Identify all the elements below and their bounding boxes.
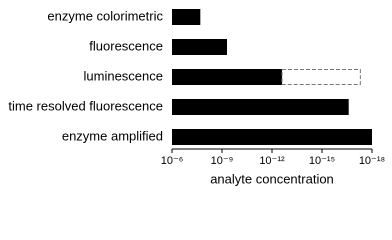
x-axis-label: analyte concentration [210, 171, 334, 186]
bar [172, 9, 201, 25]
chart: analyte concentration 10⁻⁶ 10⁻⁹ 10⁻¹² 10⁻¹⁵… [8, 8, 385, 186]
y-tick-label: enzyme amplified [62, 128, 163, 143]
x-tick-label: 10⁻¹⁸ [359, 155, 385, 167]
y-tick-label: enzyme colorimetric [47, 8, 163, 23]
x-tick-label: 10⁻⁶ [161, 155, 184, 167]
y-tick-label: fluorescence [89, 38, 163, 53]
y-tick-label: time resolved fluorescence [8, 98, 163, 113]
bar [172, 69, 283, 85]
bar [172, 39, 228, 55]
potential-bar [281, 69, 361, 85]
y-tick-label: luminescence [84, 68, 164, 83]
x-tick-label: 10⁻¹² [259, 155, 285, 167]
x-tick-label: 10⁻⁹ [211, 155, 234, 167]
bar [172, 129, 372, 145]
x-tick-label: 10⁻¹⁵ [309, 155, 335, 167]
page: analyte concentration 10⁻⁶ 10⁻⁹ 10⁻¹² 10⁻¹⁵… [8, 8, 386, 187]
bar [172, 99, 349, 115]
